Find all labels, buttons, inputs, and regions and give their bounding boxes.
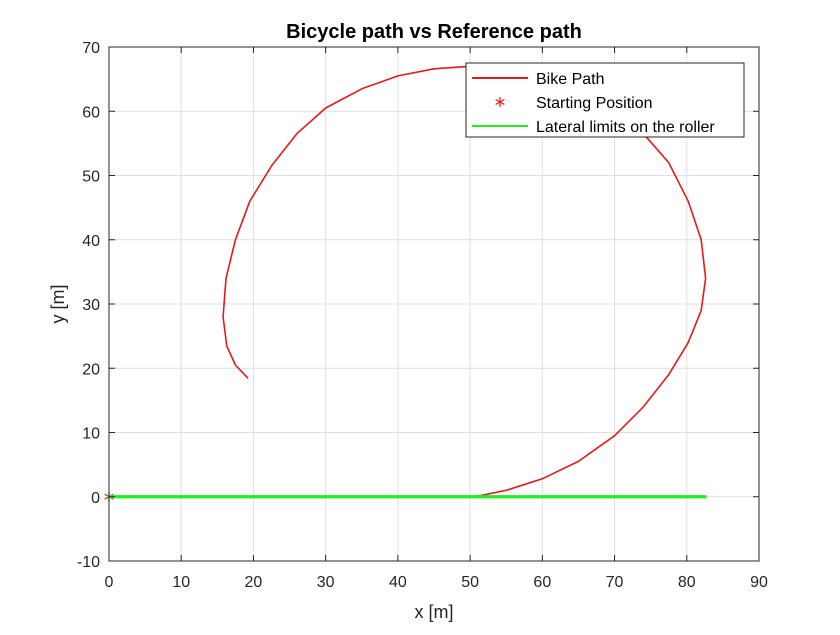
- chart-title: Bicycle path vs Reference path: [286, 21, 582, 43]
- x-axis-label: x [m]: [415, 602, 454, 622]
- y-tick-label: 40: [82, 233, 100, 250]
- legend-label: Lateral limits on the roller: [536, 119, 715, 136]
- legend-entry: Bike Path: [472, 71, 604, 88]
- x-tick-label: 50: [461, 574, 479, 591]
- x-tick-label: 40: [389, 574, 407, 591]
- legend-box: [465, 62, 745, 138]
- x-tick-label: 80: [678, 574, 696, 591]
- legend-label: Starting Position: [536, 95, 653, 112]
- legend-swatch-asterisk: [495, 97, 505, 107]
- series-bike-path: [108, 65, 707, 498]
- y-tick-label: 20: [82, 361, 100, 378]
- x-tick-label: 90: [750, 574, 768, 591]
- y-tick-label: 10: [82, 426, 100, 443]
- y-tick-label: 50: [82, 169, 100, 186]
- legend-entry: Starting Position: [495, 95, 653, 112]
- legend-entry: Lateral limits on the roller: [472, 119, 715, 136]
- x-tick-label: 70: [606, 574, 624, 591]
- x-tick-label: 20: [245, 574, 263, 591]
- x-tick-label: 10: [172, 574, 190, 591]
- legend-label: Bike Path: [536, 71, 604, 88]
- x-tick-label: 60: [533, 574, 551, 591]
- legend: Bike Path Starting Position Lateral limits…: [465, 62, 745, 138]
- x-tick-label: 0: [105, 574, 114, 591]
- series-layer: [104, 65, 707, 502]
- ticks: 0 10 20 30 40 50 60 70 80 90 -10 0 10 20 30 40 50 60 70: [77, 40, 768, 591]
- y-tick-label: 0: [91, 490, 100, 507]
- y-tick-label: -10: [77, 554, 100, 571]
- y-tick-label: 70: [82, 40, 100, 57]
- y-tick-label: 30: [82, 297, 100, 314]
- y-tick-label: 60: [82, 104, 100, 121]
- x-tick-label: 30: [317, 574, 335, 591]
- asterisk-stroke: [495, 98, 505, 106]
- y-axis-label: y [m]: [48, 285, 68, 324]
